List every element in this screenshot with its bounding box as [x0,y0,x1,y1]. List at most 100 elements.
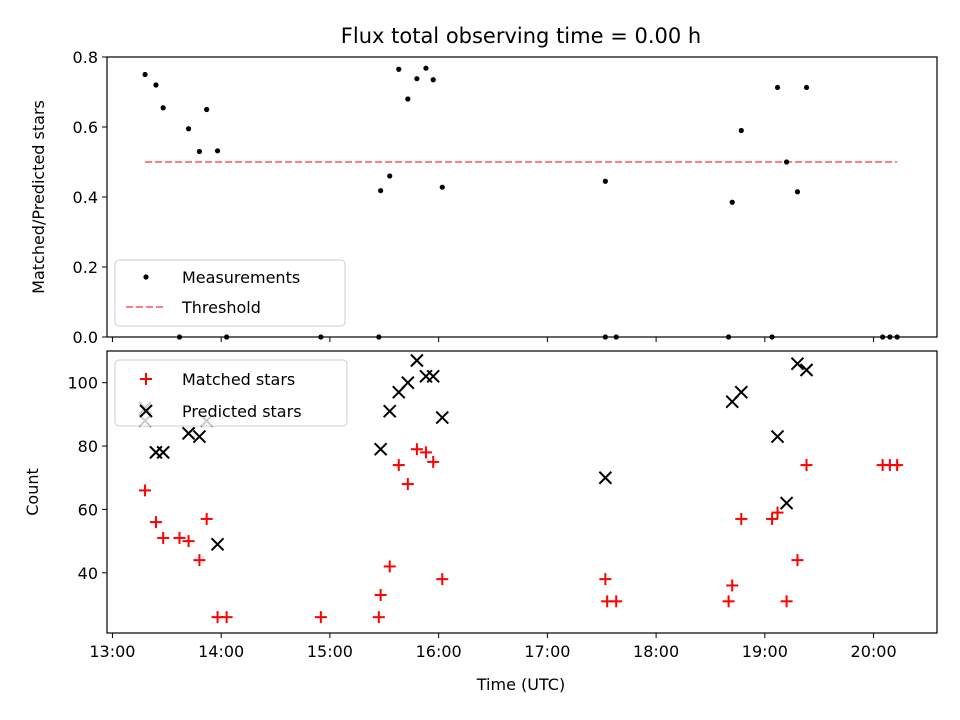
predicted-point-21 [790,356,805,371]
count-y-axis-label: Count [23,468,42,516]
legend-measurements-label: Measurements [182,268,300,287]
x-tick-label-3: 16:00 [416,642,462,661]
x-tick-label-5: 18:00 [633,642,679,661]
ratio-y-tick-label-2: 0.4 [73,188,98,207]
matched-point-8 [220,611,233,624]
predicted-point-16 [598,471,613,485]
measurement-point-15 [414,76,420,82]
predicted-point-12 [410,353,424,368]
matched-point-10 [372,611,385,624]
matched-point-27 [780,595,793,608]
matched-point-6 [200,512,213,525]
measurement-point-4 [185,126,192,132]
measurement-point-6 [204,106,210,113]
predicted-point-3 [156,445,170,460]
count-panel-frame [106,350,938,634]
measurement-point-18 [439,184,445,190]
predicted-point-19 [770,429,785,444]
predicted-point-14 [426,369,440,384]
measurement-point-11 [378,188,384,194]
legend-threshold-label: Threshold [181,298,261,317]
predicted-point-7 [210,537,225,551]
predicted-point-5 [192,429,207,444]
count-y-tick-label-1: 60 [78,500,98,519]
matched-point-3 [173,531,186,544]
measurement-point-16 [423,65,429,71]
matched-point-23 [726,579,739,592]
matched-point-26 [771,506,784,519]
count-y-tick-label-0: 40 [78,564,98,583]
count-panel: 40 60 80 100 13:00 14:00 15:00 16:00 17:00 18:00… [23,350,938,694]
matched-point-22 [722,595,735,608]
x-tick-label-4: 17:00 [524,642,570,661]
count-legend: Matched stars Predicted stars [114,359,348,427]
matched-point-21 [610,595,623,608]
measurement-point-12 [387,173,393,179]
predicted-point-9 [383,404,397,418]
legend-matched-marker [140,373,152,385]
ratio-y-tick-label-3: 0.6 [73,118,98,137]
predicted-point-8 [373,442,388,456]
ratio-panel-frame [106,56,938,338]
x-tick-label-1: 14:00 [198,642,244,661]
matched-point-15 [410,443,423,456]
matched-point-29 [800,459,813,472]
x-tick-label-6: 19:00 [742,642,788,661]
measurement-point-24 [738,127,744,134]
matched-point-17 [427,455,440,468]
matched-point-11 [374,588,387,601]
ratio-y-tick-label-4: 0.8 [73,48,98,67]
chart-title: Flux total observing time = 0.00 h [341,24,701,48]
ratio-y-tick-label-1: 0.2 [73,258,98,277]
matched-point-32 [891,459,904,472]
predicted-point-15 [435,410,449,425]
measurement-point-28 [794,189,801,195]
predicted-point-20 [779,496,794,510]
measurement-point-23 [729,199,735,205]
matched-point-0 [139,484,152,497]
measurement-point-20 [602,178,608,184]
matched-point-4 [182,535,195,548]
predicted-point-4 [181,426,196,441]
measurement-point-7 [214,148,221,154]
legend-predicted-marker [139,404,153,418]
predicted-point-18 [734,385,748,399]
matched-point-9 [314,611,327,624]
measurement-point-27 [783,159,790,165]
ratio-legend: Measurements Threshold [114,259,346,327]
x-tick-label-7: 20:00 [851,642,897,661]
x-axis-label: Time (UTC) [476,675,565,694]
count-y-tick-label-3: 100 [67,374,98,393]
measurement-point-29 [803,84,810,91]
matched-point-1 [149,516,162,529]
measurement-point-0 [142,71,148,78]
x-tick-label-0: 13:00 [89,642,135,661]
count-y-tick-label-2: 80 [78,437,98,456]
legend-predicted-label: Predicted stars [182,402,302,421]
measurement-point-2 [160,105,166,111]
matched-point-25 [766,512,779,525]
measurement-point-1 [153,82,159,88]
ratio-y-tick-label-0: 0.0 [73,328,98,347]
matched-point-16 [419,446,432,459]
matched-point-12 [383,560,396,573]
ratio-y-axis-label: Matched/Predicted stars [29,100,48,294]
measurement-point-17 [430,77,436,83]
matched-point-13 [392,459,405,472]
legend-matched-label: Matched stars [182,370,295,389]
matched-point-24 [735,512,748,525]
x-tick-label-2: 15:00 [307,642,353,661]
predicted-point-11 [401,375,415,390]
matched-point-2 [157,531,170,544]
measurement-point-5 [196,148,203,155]
measurement-point-26 [774,84,781,91]
measurement-point-14 [405,96,411,102]
ratio-panel: 0.00.20.40.60.8 Matched/Predicted stars … [29,48,938,347]
legend-measurements-marker [143,274,149,280]
matched-point-28 [791,554,804,567]
matched-point-18 [436,573,449,586]
matched-point-19 [599,573,612,586]
matched-point-5 [193,554,206,567]
measurement-point-13 [396,66,402,72]
